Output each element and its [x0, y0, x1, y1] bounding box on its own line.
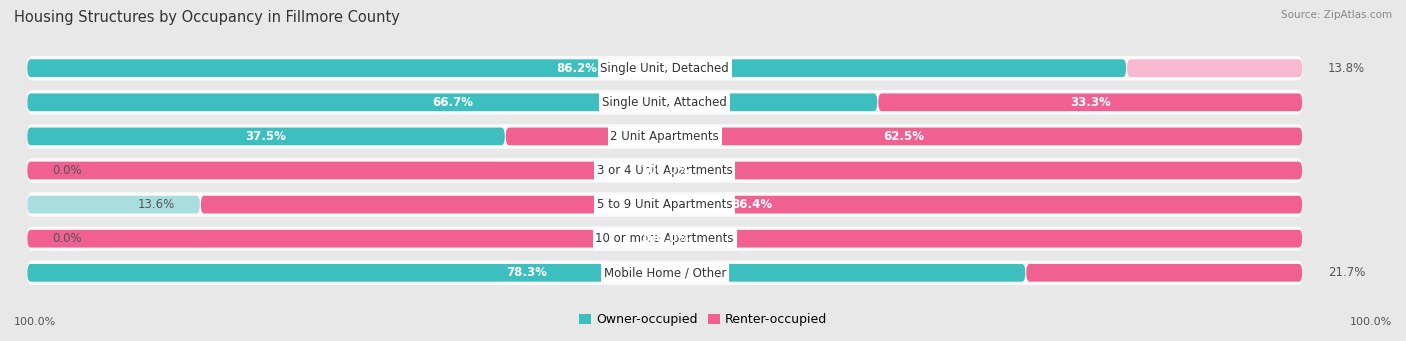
Text: 0.0%: 0.0% — [52, 164, 82, 177]
Text: 86.4%: 86.4% — [731, 198, 772, 211]
Text: 2 Unit Apartments: 2 Unit Apartments — [610, 130, 718, 143]
FancyBboxPatch shape — [27, 230, 1302, 248]
FancyBboxPatch shape — [27, 264, 1025, 282]
Text: Housing Structures by Occupancy in Fillmore County: Housing Structures by Occupancy in Fillm… — [14, 10, 399, 25]
Text: 66.7%: 66.7% — [432, 96, 472, 109]
Text: 0.0%: 0.0% — [52, 232, 82, 245]
Text: Mobile Home / Other: Mobile Home / Other — [603, 266, 725, 279]
Text: 100.0%: 100.0% — [640, 232, 689, 245]
Text: 100.0%: 100.0% — [1350, 317, 1392, 327]
FancyBboxPatch shape — [27, 158, 1302, 183]
FancyBboxPatch shape — [201, 196, 1302, 213]
FancyBboxPatch shape — [27, 56, 1302, 80]
Text: 33.3%: 33.3% — [1070, 96, 1111, 109]
FancyBboxPatch shape — [27, 196, 200, 213]
FancyBboxPatch shape — [879, 93, 1302, 111]
Text: 100.0%: 100.0% — [640, 164, 689, 177]
FancyBboxPatch shape — [27, 261, 1302, 285]
Text: 62.5%: 62.5% — [883, 130, 924, 143]
FancyBboxPatch shape — [27, 192, 1302, 217]
Text: 100.0%: 100.0% — [14, 317, 56, 327]
Text: 13.6%: 13.6% — [138, 198, 174, 211]
Text: 21.7%: 21.7% — [1329, 266, 1365, 279]
FancyBboxPatch shape — [27, 128, 505, 145]
FancyBboxPatch shape — [1128, 59, 1302, 77]
Text: 86.2%: 86.2% — [557, 62, 598, 75]
FancyBboxPatch shape — [27, 93, 877, 111]
FancyBboxPatch shape — [27, 226, 1302, 251]
FancyBboxPatch shape — [1026, 264, 1302, 282]
FancyBboxPatch shape — [506, 128, 1302, 145]
Text: Single Unit, Attached: Single Unit, Attached — [602, 96, 727, 109]
Text: 5 to 9 Unit Apartments: 5 to 9 Unit Apartments — [598, 198, 733, 211]
Text: 3 or 4 Unit Apartments: 3 or 4 Unit Apartments — [598, 164, 733, 177]
Text: Single Unit, Detached: Single Unit, Detached — [600, 62, 730, 75]
Legend: Owner-occupied, Renter-occupied: Owner-occupied, Renter-occupied — [574, 308, 832, 331]
Text: 37.5%: 37.5% — [246, 130, 287, 143]
FancyBboxPatch shape — [27, 59, 1126, 77]
Text: 13.8%: 13.8% — [1329, 62, 1365, 75]
Text: Source: ZipAtlas.com: Source: ZipAtlas.com — [1281, 10, 1392, 20]
FancyBboxPatch shape — [27, 162, 1302, 179]
Text: 78.3%: 78.3% — [506, 266, 547, 279]
FancyBboxPatch shape — [27, 90, 1302, 115]
Text: 10 or more Apartments: 10 or more Apartments — [596, 232, 734, 245]
FancyBboxPatch shape — [27, 124, 1302, 149]
